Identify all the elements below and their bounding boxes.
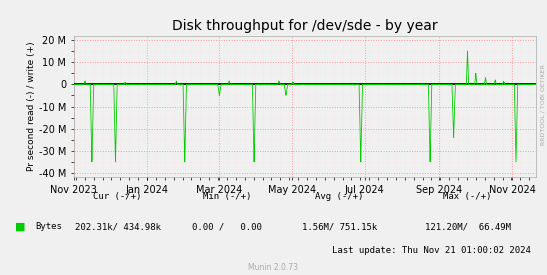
Title: Disk throughput for /dev/sde - by year: Disk throughput for /dev/sde - by year — [172, 19, 438, 33]
Text: Max (-/+): Max (-/+) — [444, 192, 492, 201]
Text: Bytes: Bytes — [36, 222, 62, 231]
Text: Avg (-/+): Avg (-/+) — [315, 192, 363, 201]
Text: Cur (-/+): Cur (-/+) — [94, 192, 142, 201]
Y-axis label: Pr second read (-) / write (+): Pr second read (-) / write (+) — [27, 42, 36, 171]
Text: Last update: Thu Nov 21 01:00:02 2024: Last update: Thu Nov 21 01:00:02 2024 — [331, 246, 531, 255]
Text: 202.31k/ 434.98k: 202.31k/ 434.98k — [74, 222, 161, 231]
Text: ■: ■ — [15, 222, 26, 232]
Text: Munin 2.0.73: Munin 2.0.73 — [248, 263, 299, 272]
Text: 121.20M/  66.49M: 121.20M/ 66.49M — [424, 222, 511, 231]
Text: 1.56M/ 751.15k: 1.56M/ 751.15k — [301, 222, 377, 231]
Text: 0.00 /   0.00: 0.00 / 0.00 — [192, 222, 262, 231]
Text: Min (-/+): Min (-/+) — [203, 192, 251, 201]
Text: RRDTOOL / TOBI OETIKER: RRDTOOL / TOBI OETIKER — [541, 64, 546, 145]
